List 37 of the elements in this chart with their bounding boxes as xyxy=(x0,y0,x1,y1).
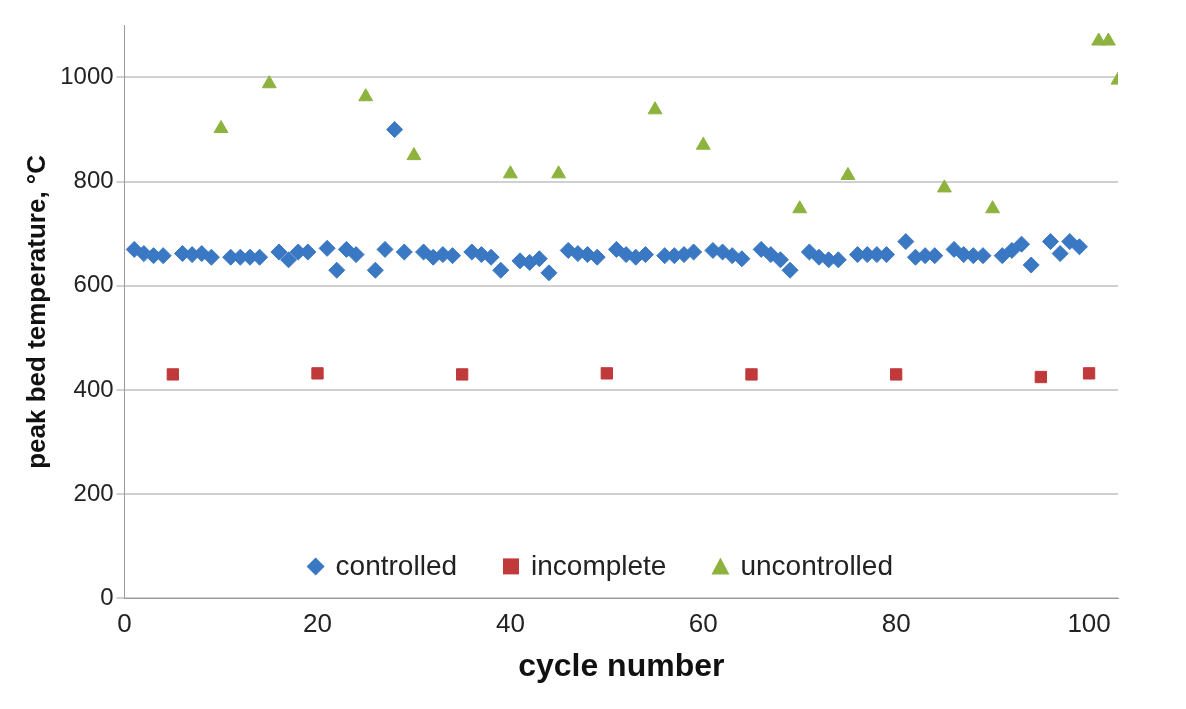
y-tick-label: 400 xyxy=(73,374,114,402)
point xyxy=(456,368,469,381)
x-tick-label: 80 xyxy=(881,608,911,639)
x-tick-label: 100 xyxy=(1067,608,1111,639)
y-tick-label: 600 xyxy=(73,270,114,298)
point xyxy=(890,368,903,381)
point xyxy=(745,368,758,381)
point xyxy=(406,147,422,161)
x-tick-label: 40 xyxy=(495,608,525,639)
point xyxy=(792,200,808,214)
x-tick-label: 60 xyxy=(688,608,718,639)
y-tick-label: 800 xyxy=(73,166,114,194)
point xyxy=(1082,367,1096,380)
point xyxy=(311,367,324,380)
point xyxy=(502,165,518,179)
y-tick-label: 0 xyxy=(100,583,114,611)
point xyxy=(695,136,711,150)
point xyxy=(936,179,952,193)
point xyxy=(166,368,179,381)
point xyxy=(358,88,374,102)
x-axis-title: cycle number xyxy=(518,646,725,683)
point xyxy=(840,166,856,180)
point xyxy=(1100,32,1116,46)
point xyxy=(213,120,229,134)
point xyxy=(261,75,277,89)
point xyxy=(600,367,613,380)
legend-label: incomplete xyxy=(531,550,667,582)
point xyxy=(985,200,1001,214)
y-tick-label: 1000 xyxy=(60,62,114,90)
legend-label: uncontrolled xyxy=(740,550,893,582)
y-tick-label: 200 xyxy=(73,478,114,506)
point xyxy=(551,165,567,179)
point xyxy=(1034,370,1047,384)
y-axis-title: peak bed temperature, °C xyxy=(20,154,51,469)
point xyxy=(647,101,663,115)
x-tick-label: 20 xyxy=(303,608,332,639)
legend-label: controlled xyxy=(335,550,458,582)
